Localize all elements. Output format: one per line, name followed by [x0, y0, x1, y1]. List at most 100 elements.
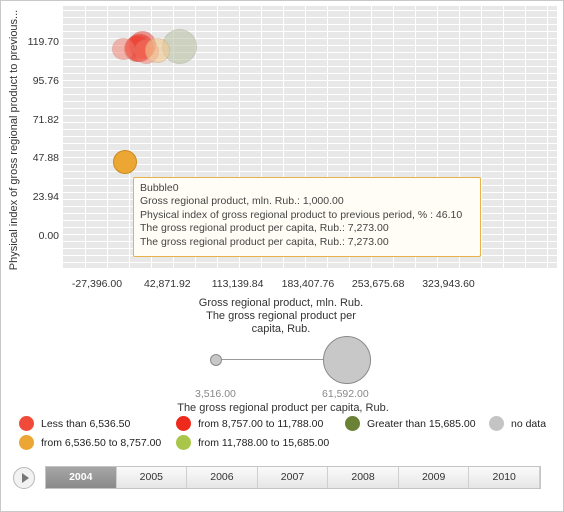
legend-label: from 11,788.00 to 15,685.00: [198, 437, 330, 449]
grid-line: [415, 6, 416, 268]
grid-line: [63, 157, 557, 158]
timeline-year-2004[interactable]: 2004: [46, 467, 117, 488]
legend-label: from 8,757.00 to 11,788.00: [198, 418, 324, 430]
size-legend-title: The gross regional product per capita, R…: [177, 402, 389, 414]
grid-line: [305, 6, 306, 268]
tooltip-line: Gross regional product, mln. Rub.: 1,000…: [140, 195, 344, 208]
grid-line: [63, 66, 557, 67]
x-axis-title-line3: capita, Rub.: [251, 323, 311, 335]
chart-bubble[interactable]: [112, 37, 135, 61]
grid-line: [63, 52, 557, 53]
y-tick-label: 95.76: [32, 74, 59, 87]
grid-line: [63, 45, 557, 46]
timeline: 2004 2005 2006 2007 2008 2009 2010: [13, 463, 545, 491]
tooltip-line: The gross regional product per capita, R…: [140, 235, 389, 248]
timeline-year-2008[interactable]: 2008: [328, 467, 399, 488]
tooltip-title: Bubble0: [140, 182, 179, 194]
timeline-year-2005[interactable]: 2005: [117, 467, 188, 488]
grid-line: [63, 150, 557, 151]
grid-line: [85, 6, 86, 268]
y-tick-label: 23.94: [32, 191, 59, 204]
grid-line: [393, 6, 394, 268]
legend-swatch: [489, 416, 504, 431]
grid-line: [63, 38, 557, 39]
grid-line: [283, 6, 284, 268]
size-legend-max-bubble: [323, 336, 371, 384]
x-tick-label: 42,871.92: [143, 278, 191, 290]
legend-swatch: [19, 435, 34, 450]
chart-bubble[interactable]: [113, 150, 138, 175]
grid-line: [63, 108, 557, 109]
legend-swatch: [345, 416, 360, 431]
timeline-year-2007[interactable]: 2007: [258, 467, 329, 488]
grid-line: [437, 6, 438, 268]
size-legend-min-label: 3,516.00: [195, 388, 236, 400]
grid-line: [261, 6, 262, 268]
play-button[interactable]: [13, 467, 35, 489]
legend-label: Greater than 15,685.00: [367, 418, 476, 430]
legend-swatch: [19, 416, 34, 431]
timeline-year-2006[interactable]: 2006: [187, 467, 258, 488]
grid-line: [63, 129, 557, 130]
grid-line: [525, 6, 526, 268]
grid-line: [63, 143, 557, 144]
grid-line: [503, 6, 504, 268]
x-tick-label: 113,139.84: [211, 278, 264, 290]
grid-line: [239, 6, 240, 268]
play-icon: [22, 473, 29, 483]
y-tick-label: 71.82: [32, 113, 59, 126]
x-tick-label: 253,675.68: [351, 278, 405, 290]
grid-line: [63, 164, 557, 165]
x-tick-label: -27,396.00: [71, 278, 123, 290]
x-tick-label: 323,943.60: [422, 278, 475, 290]
grid-line: [63, 94, 557, 95]
grid-line: [63, 171, 557, 172]
timeline-bar: 2004 2005 2006 2007 2008 2009 2010: [45, 466, 541, 489]
size-legend-max-label: 61,592.00: [322, 388, 369, 400]
grid-line: [63, 101, 557, 102]
grid-line: [63, 10, 557, 11]
x-tick-label: 183,407.76: [281, 278, 335, 290]
y-tick-label: 119.70: [27, 36, 59, 48]
grid-line: [327, 6, 328, 268]
grid-line: [63, 24, 557, 25]
legend-label: from 6,536.50 to 8,757.00: [41, 437, 162, 449]
grid-line: [63, 136, 557, 137]
grid-line: [63, 115, 557, 116]
grid-line: [63, 262, 557, 263]
y-tick-label: 47.88: [32, 152, 59, 165]
tooltip-line: The gross regional product per capita, R…: [140, 222, 389, 235]
y-tick-label: 0.00: [38, 230, 59, 242]
grid-line: [63, 122, 557, 123]
bubble-tooltip: Bubble0 Gross regional product, mln. Rub…: [133, 177, 481, 257]
grid-line: [173, 6, 174, 268]
legend-swatch: [176, 416, 191, 431]
x-axis-title-line2: The gross regional product per: [206, 310, 356, 322]
legend-swatch: [176, 435, 191, 450]
grid-line: [349, 6, 350, 268]
grid-line: [217, 6, 218, 268]
legend-label: Less than 6,536.50: [41, 418, 131, 430]
grid-line: [63, 59, 557, 60]
grid-line: [129, 6, 130, 268]
x-axis-title: Gross regional product, mln. Rub. The gr…: [181, 297, 381, 336]
grid-line: [151, 6, 152, 268]
grid-line: [459, 6, 460, 268]
tooltip-line: Physical index of gross regional product…: [140, 208, 463, 221]
grid-line: [371, 6, 372, 268]
chart-bubble[interactable]: [145, 38, 170, 63]
timeline-year-2009[interactable]: 2009: [399, 467, 470, 488]
grid-line: [63, 73, 557, 74]
timeline-year-2010[interactable]: 2010: [469, 467, 540, 488]
grid-line: [63, 17, 557, 18]
grid-line: [63, 87, 557, 88]
legend-label: no data: [511, 418, 547, 430]
grid-line: [547, 6, 548, 268]
grid-line: [63, 31, 557, 32]
grid-line: [107, 6, 108, 268]
grid-line: [195, 6, 196, 268]
grid-line: [63, 80, 557, 81]
x-axis-title-line1: Gross regional product, mln. Rub.: [198, 297, 364, 309]
grid-line: [481, 6, 482, 268]
